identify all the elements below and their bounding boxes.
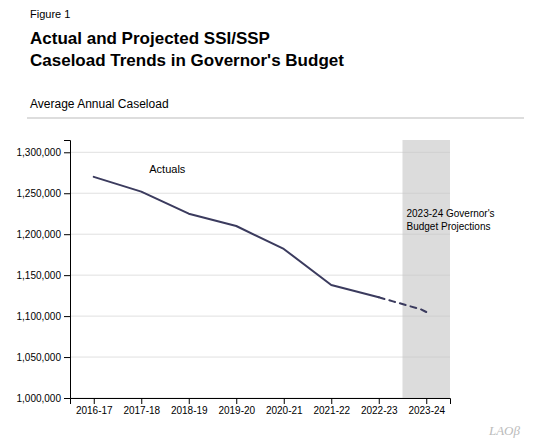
y-tick-mark xyxy=(64,398,70,399)
grid-line xyxy=(70,275,450,276)
grid-line xyxy=(70,357,450,358)
x-tick: 2022-23 xyxy=(361,398,398,416)
text-line: Budget Projections xyxy=(407,221,491,232)
separator xyxy=(27,118,524,119)
y-tick-label: 1,050,000 xyxy=(17,352,62,363)
x-tick: 2020-21 xyxy=(266,398,303,416)
y-tick-label: 1,000,000 xyxy=(17,393,62,404)
y-axis-line xyxy=(64,141,71,399)
grid-line xyxy=(70,152,450,153)
y-axis: 1,000,000 1,050,000 1,100,000 1,150,000 1,20… xyxy=(17,141,71,404)
x-tick-mark xyxy=(236,398,237,404)
x-tick-label: 2019-20 xyxy=(218,405,255,416)
subtitle: Average Annual Caseload xyxy=(30,97,169,111)
plot: 2016-17 2017-18 2018-19 2019-20 2020-21 2021-… xyxy=(17,140,495,416)
y-tick-label: 1,300,000 xyxy=(17,147,62,158)
x-tick-label: 2016-17 xyxy=(76,405,113,416)
y-tick-mark xyxy=(64,275,70,276)
text-line: Caseload Trends in Governor's Budget xyxy=(30,51,344,70)
marks xyxy=(94,140,450,398)
y-tick: 1,150,000 xyxy=(17,270,71,281)
x-tick: 2021-22 xyxy=(313,398,350,416)
x-tick: 2019-20 xyxy=(218,398,255,416)
x-tick-mark xyxy=(189,398,190,404)
x-tick-mark xyxy=(331,398,332,404)
x-tick-label: 2017-18 xyxy=(123,405,160,416)
grid-line xyxy=(70,316,450,317)
x-tick-mark xyxy=(426,398,427,404)
y-tick-label: 1,200,000 xyxy=(17,229,62,240)
x-tick-label: 2022-23 xyxy=(361,405,398,416)
logo: LAOβ xyxy=(488,423,521,438)
x-tick-label: 2018-19 xyxy=(171,405,208,416)
series-line xyxy=(94,177,379,297)
y-tick-label: 1,150,000 xyxy=(17,270,62,281)
x-tick: 2018-19 xyxy=(171,398,208,416)
y-tick: 1,300,000 xyxy=(17,147,71,158)
text-line: 2023-24 Governor's xyxy=(407,208,495,219)
title: Actual and Projected SSI/SSP Caseload Tre… xyxy=(30,29,344,70)
x-tick-label: 2020-21 xyxy=(266,405,303,416)
grid-line xyxy=(70,234,450,235)
y-tick: 1,000,000 xyxy=(17,393,71,404)
x-axis-line xyxy=(71,399,451,405)
chart: Figure 1 Actual and Projected SSI/SSP Case… xyxy=(0,0,540,443)
projection-shade xyxy=(403,140,451,398)
y-tick: 1,200,000 xyxy=(17,229,71,240)
y-tick: 1,250,000 xyxy=(17,188,71,199)
y-tick-label: 1,100,000 xyxy=(17,311,62,322)
y-tick-mark xyxy=(64,316,70,317)
x-tick: 2023-24 xyxy=(408,398,445,416)
y-tick-mark xyxy=(64,234,70,235)
y-tick: 1,100,000 xyxy=(17,311,71,322)
y-tick-label: 1,250,000 xyxy=(17,188,62,199)
x-tick-label: 2021-22 xyxy=(313,405,350,416)
x-tick: 2016-17 xyxy=(76,398,113,416)
x-axis: 2016-17 2017-18 2018-19 2019-20 2020-21 2021-… xyxy=(71,398,451,416)
grid-line xyxy=(70,193,450,194)
annotation: 2023-24 Governor's Budget Projections xyxy=(407,208,495,232)
x-tick-mark xyxy=(284,398,285,404)
y-tick-mark xyxy=(64,193,70,194)
x-tick: 2017-18 xyxy=(123,398,160,416)
y-tick-mark xyxy=(64,357,70,358)
annotation: Actuals xyxy=(149,163,186,175)
grid xyxy=(70,152,450,398)
text-line: Actual and Projected SSI/SSP xyxy=(30,29,270,48)
x-tick-mark xyxy=(379,398,380,404)
x-tick-label: 2023-24 xyxy=(408,405,445,416)
figure-label: Figure 1 xyxy=(30,8,70,20)
series-line xyxy=(379,297,427,312)
y-tick-mark xyxy=(64,152,70,153)
x-tick-mark xyxy=(94,398,95,404)
y-tick: 1,050,000 xyxy=(17,352,71,363)
x-tick-mark xyxy=(141,398,142,404)
